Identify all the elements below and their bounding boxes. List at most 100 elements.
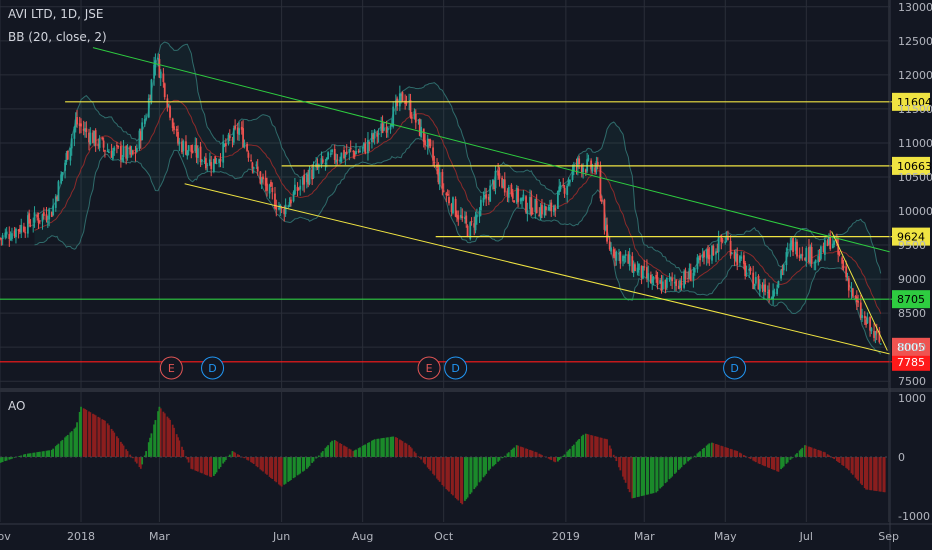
bb-upper (34, 41, 882, 274)
ao-bar (510, 449, 513, 457)
ao-bar (615, 457, 618, 462)
candle-body (847, 278, 850, 291)
ao-bar (724, 447, 727, 457)
candle-body (250, 159, 252, 161)
bb-basis (34, 99, 882, 314)
candle-body (297, 188, 300, 190)
candle-body (557, 191, 559, 209)
candle-body (703, 251, 705, 258)
ao-bar (382, 437, 385, 457)
candle-body (448, 197, 450, 204)
candle-body (801, 254, 804, 256)
ao-bar (847, 457, 850, 471)
candle-body (547, 206, 550, 211)
candle-body (222, 141, 225, 163)
candle-body (789, 243, 792, 251)
candle-body (568, 179, 571, 183)
candle-body (578, 158, 581, 164)
ao-bar (563, 454, 566, 457)
ao-bar (368, 442, 371, 457)
candle-body (268, 184, 271, 194)
candle-body (854, 296, 857, 298)
ao-bar (102, 419, 105, 457)
ao-bar (846, 457, 849, 469)
candle-body (80, 123, 82, 127)
ao-bar (805, 445, 808, 457)
candle-body (19, 228, 21, 233)
ao-bar (64, 437, 66, 457)
ao-bar (522, 447, 525, 457)
ao-bar (268, 457, 271, 477)
candle-body (215, 163, 218, 165)
level-tag (892, 227, 930, 246)
candle-body (457, 215, 460, 220)
candle-body (580, 164, 583, 173)
event-label: D (451, 362, 459, 375)
candle-body (218, 159, 221, 164)
ao-bar (247, 457, 250, 461)
candle-body (88, 132, 90, 143)
candle-body (550, 202, 553, 212)
ao-bar (250, 457, 252, 463)
ao-bar (519, 446, 522, 457)
ao-bar (813, 448, 816, 457)
candle-body (483, 195, 486, 198)
candle-body (85, 128, 88, 132)
ao-bar (869, 457, 871, 491)
ao-bar (766, 457, 769, 468)
ao-bar (720, 445, 723, 457)
candle-body (810, 247, 813, 265)
ao-bar (82, 408, 85, 457)
candle-body (671, 278, 674, 282)
ao-bar (270, 457, 272, 478)
ao-bar (566, 451, 569, 457)
ao-bar (804, 445, 806, 457)
candle-body (614, 254, 616, 259)
price-tick-label: 10500 (898, 171, 932, 184)
candle-body (851, 288, 854, 297)
candle-body (526, 210, 529, 214)
ao-bar (175, 434, 178, 457)
ao-bar (882, 457, 885, 493)
ao-bar (80, 406, 82, 457)
symbol-title: AVI LTD, 1D, JSE (8, 7, 104, 21)
candle-body (846, 278, 849, 280)
candle-body (24, 232, 27, 234)
candle-body (649, 274, 652, 284)
ao-bar (242, 457, 244, 458)
ao-bar (744, 455, 747, 457)
candle-body (835, 239, 838, 244)
candle-body (729, 240, 732, 256)
ao-bar (652, 457, 655, 494)
event-marker (201, 356, 225, 380)
candle-body (141, 122, 144, 141)
candle-body (135, 147, 138, 152)
ao-bar (324, 448, 327, 457)
candle-body (596, 162, 599, 166)
ao-bar (163, 413, 166, 457)
candle-body (117, 145, 120, 148)
ao-bar (679, 457, 682, 469)
ao-bar (153, 424, 155, 457)
candle-body (571, 169, 574, 180)
ao-bar (841, 457, 844, 465)
ao-bar (76, 422, 78, 457)
ao-bar (69, 432, 72, 457)
candle-body (619, 251, 622, 264)
ao-bar (733, 450, 736, 457)
ao-bar (875, 457, 878, 492)
candle-body (206, 164, 209, 166)
candle-body (231, 139, 234, 141)
ao-bar (396, 437, 399, 457)
ao-bar (24, 454, 27, 457)
ao-bar (826, 454, 829, 457)
candle-body (501, 177, 504, 188)
candle-body (736, 253, 739, 265)
candle-body (305, 173, 308, 183)
candle-body (385, 127, 388, 133)
time-tick-label: Jun (272, 530, 290, 543)
ao-bar (715, 444, 717, 457)
ao-bar (329, 442, 332, 457)
candle-body (290, 199, 292, 204)
